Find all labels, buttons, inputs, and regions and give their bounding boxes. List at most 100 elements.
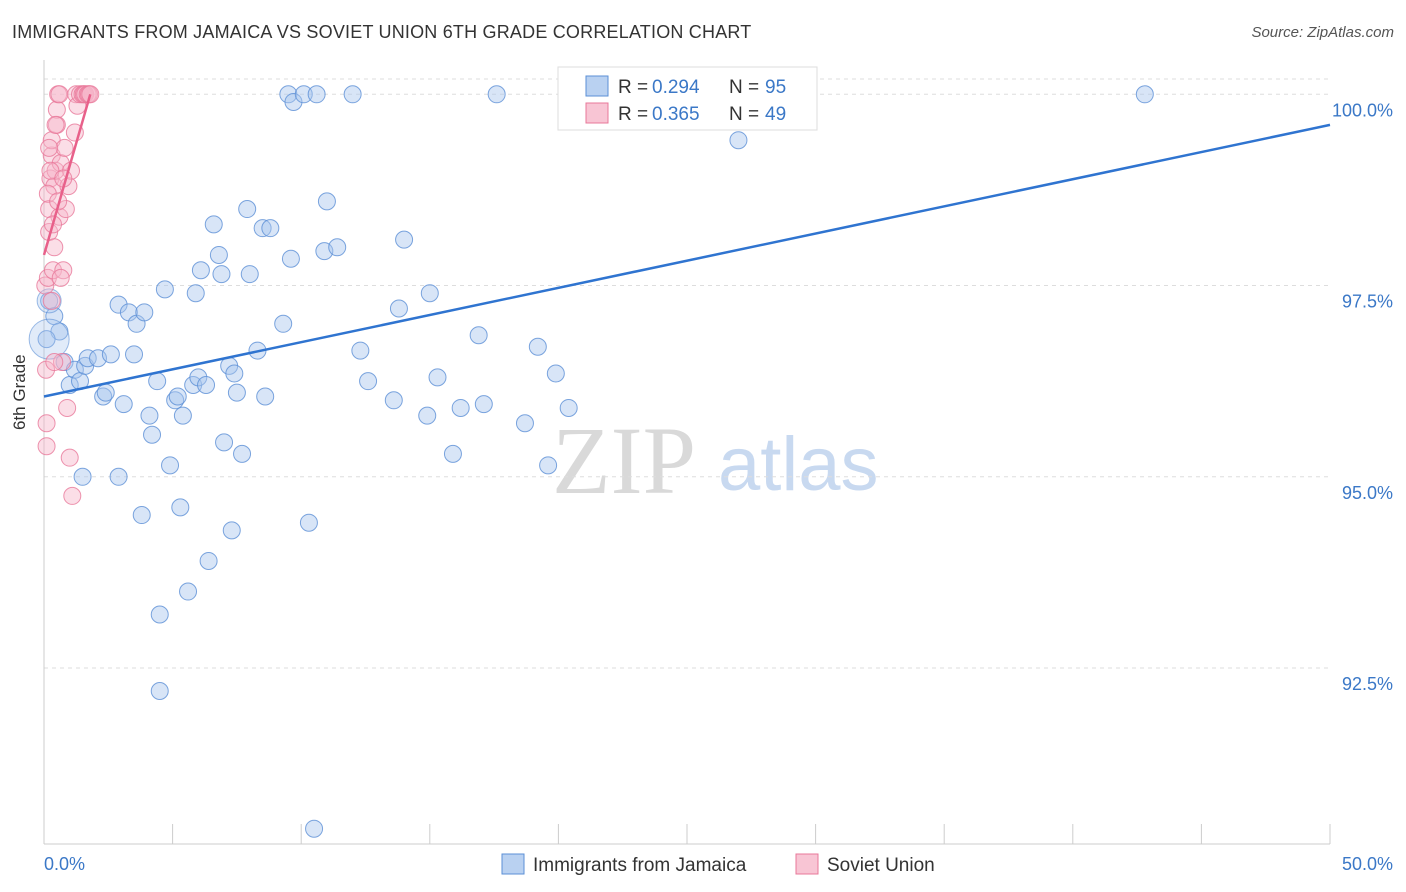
soviet-point-3 <box>37 437 56 456</box>
jamaica-point-77 <box>469 326 488 345</box>
jamaica-point-49 <box>238 200 257 219</box>
axes <box>43 60 1331 845</box>
jamaica-point-82 <box>539 456 558 475</box>
watermark-atlas: atlas <box>718 422 879 507</box>
jamaica-point-84 <box>559 398 578 417</box>
soviet-trend-line <box>42 93 92 256</box>
soviet-point-28 <box>63 486 82 505</box>
x-tick-label-1: 50.0% <box>1342 854 1393 874</box>
jamaica-point-79 <box>487 85 506 104</box>
jamaica-point-54 <box>261 219 280 238</box>
stats-n-label-soviet: N = <box>729 104 759 125</box>
jamaica-point-15 <box>109 467 128 486</box>
jamaica-point-78 <box>474 395 493 414</box>
jamaica-point-7 <box>73 467 92 486</box>
stats-n-value-jamaica: 95 <box>765 77 786 98</box>
jamaica-point-25 <box>150 605 169 624</box>
jamaica-point-62 <box>307 85 326 104</box>
jamaica-point-50 <box>240 265 259 284</box>
soviet-point-48 <box>45 353 64 372</box>
tick-labels: 100.0% 97.5% 95.0% 92.5% 0.0% 50.0% <box>44 100 1393 874</box>
jamaica-point-46 <box>225 364 244 383</box>
jamaica-point-81 <box>528 337 547 356</box>
jamaica-point-21 <box>135 303 154 322</box>
soviet-point-44 <box>51 268 70 287</box>
jamaica-point-18 <box>125 345 144 364</box>
legend-swatch-soviet <box>795 853 819 875</box>
jamaica-point-71 <box>384 391 403 410</box>
jamaica-point-76 <box>451 398 470 417</box>
jamaica-point-45 <box>222 521 241 540</box>
jamaica-point-52 <box>253 219 272 238</box>
x-tick-label-0: 0.0% <box>44 854 85 874</box>
jamaica-point-32 <box>173 406 192 425</box>
jamaica-point-26 <box>150 682 169 700</box>
watermark-zip: ZIP <box>552 407 696 514</box>
jamaica-point-42 <box>212 265 231 284</box>
jamaica-point-83 <box>546 364 565 383</box>
source-label: Source: ZipAtlas.com <box>1251 24 1394 41</box>
jamaica-point-58 <box>284 92 303 111</box>
y-tick-label-0: 100.0% <box>1332 100 1393 120</box>
jamaica-point-35 <box>186 284 205 303</box>
jamaica-point-88 <box>1135 85 1154 104</box>
soviet-point-15 <box>47 100 66 119</box>
jamaica-point-12 <box>96 383 115 402</box>
jamaica-point-27 <box>155 280 174 299</box>
soviet-point-22 <box>55 138 74 157</box>
jamaica-point-48 <box>233 444 252 463</box>
soviet-point-24 <box>58 398 77 417</box>
jamaica-point-31 <box>171 498 190 517</box>
y-tick-label-1: 97.5% <box>1342 292 1393 312</box>
soviet-point-42 <box>46 115 65 134</box>
stats-n-label-jamaica: N = <box>729 77 759 98</box>
jamaica-point-65 <box>328 238 347 257</box>
soviet-point-47 <box>42 291 61 310</box>
jamaica-point-61 <box>305 819 324 838</box>
jamaica-point-41 <box>209 245 228 264</box>
jamaica-point-37 <box>191 261 210 280</box>
jamaica-point-75 <box>443 444 462 463</box>
jamaica-point-30 <box>168 387 187 406</box>
stats-swatch-jamaica <box>585 75 609 97</box>
jamaica-point-74 <box>428 368 447 387</box>
legend-swatch-jamaica <box>501 853 525 875</box>
jamaica-point-23 <box>143 425 162 444</box>
soviet-point-26 <box>60 448 79 467</box>
jamaica-point-67 <box>351 341 370 360</box>
stats-n-value-soviet: 49 <box>765 104 786 125</box>
legend-label-soviet: Soviet Union <box>827 855 935 876</box>
jamaica-point-73 <box>420 284 439 303</box>
stats-r-label-jamaica: R = <box>618 77 648 98</box>
trend-lines <box>42 93 1331 398</box>
soviet-point-20 <box>53 353 72 372</box>
jamaica-point-22 <box>140 406 159 425</box>
stats-legend: R = 0.294 N = 95 R = 0.365 N = 49 <box>557 66 818 131</box>
jamaica-point-38 <box>197 376 216 394</box>
jamaica-point-87 <box>729 131 748 150</box>
jamaica-point-70 <box>395 230 414 249</box>
jamaica-point-14 <box>109 295 128 314</box>
series-soviet-points <box>36 85 100 505</box>
jamaica-point-72 <box>418 406 437 425</box>
legend-label-jamaica: Immigrants from Jamaica <box>533 855 747 876</box>
jamaica-point-69 <box>389 299 408 318</box>
jamaica-point-55 <box>274 314 293 333</box>
stats-r-value-jamaica: 0.294 <box>652 77 700 98</box>
bottom-legend: Immigrants from Jamaica Soviet Union <box>501 853 935 876</box>
series-jamaica-points <box>28 85 1154 838</box>
stats-swatch-soviet <box>585 102 609 124</box>
jamaica-point-64 <box>317 192 336 211</box>
jamaica-point-47 <box>227 383 246 402</box>
jamaica-point-large-1 <box>36 288 62 314</box>
jamaica-point-43 <box>215 433 234 452</box>
jamaica-point-large-0 <box>28 318 70 360</box>
jamaica-point-66 <box>343 85 362 104</box>
jamaica-point-33 <box>179 582 198 601</box>
jamaica-point-53 <box>256 387 275 406</box>
jamaica-point-28 <box>161 456 180 475</box>
soviet-point-10 <box>44 261 63 280</box>
jamaica-trend-line <box>43 123 1331 398</box>
jamaica-point-13 <box>101 345 120 364</box>
